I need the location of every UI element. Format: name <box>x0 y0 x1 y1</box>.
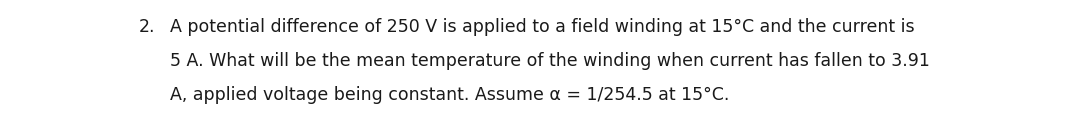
Text: A potential difference of 250 V is applied to a field winding at 15°C and the cu: A potential difference of 250 V is appli… <box>170 18 915 36</box>
Text: 2.: 2. <box>138 18 156 36</box>
Text: 5 A. What will be the mean temperature of the winding when current has fallen to: 5 A. What will be the mean temperature o… <box>170 52 930 70</box>
Text: A, applied voltage being constant. Assume α = 1/254.5 at 15°C.: A, applied voltage being constant. Assum… <box>170 86 729 104</box>
